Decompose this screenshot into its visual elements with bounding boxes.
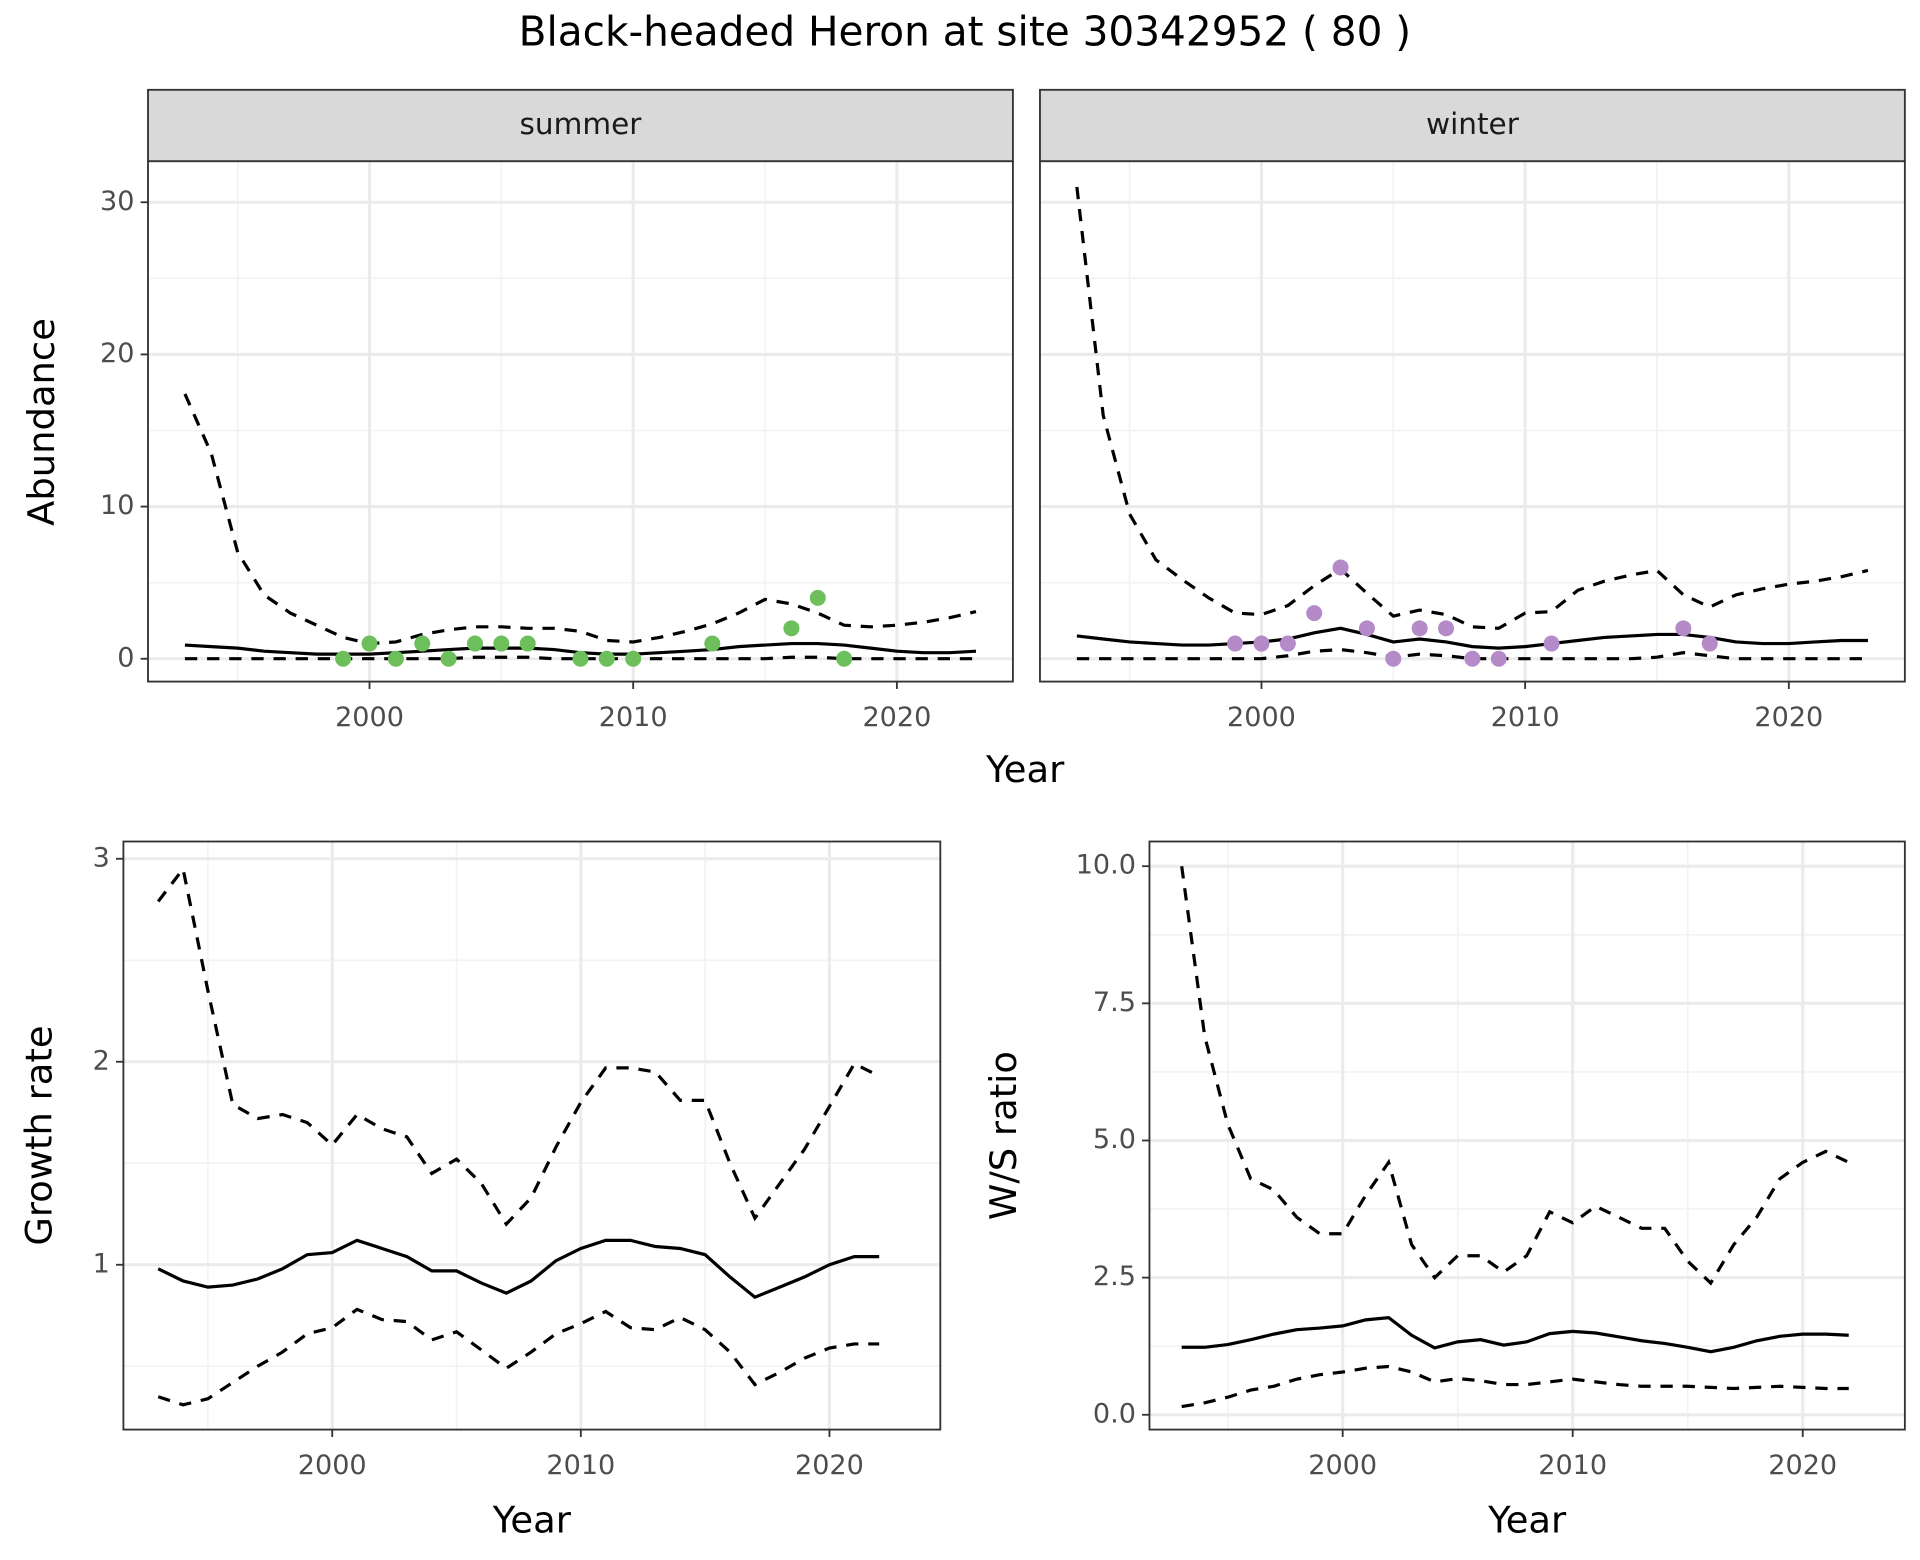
observation-point xyxy=(625,650,642,667)
x-tick-label: 2010 xyxy=(1538,1450,1607,1481)
x-tick-label: 2000 xyxy=(1308,1450,1377,1481)
observation-point xyxy=(440,650,457,667)
panel-background xyxy=(1149,841,1905,1430)
x-axis-title: Year xyxy=(1487,1498,1567,1541)
y-tick-label: 2 xyxy=(93,1045,110,1076)
panel-background xyxy=(123,841,941,1430)
x-tick-label: 2000 xyxy=(298,1450,367,1481)
observation-point xyxy=(1438,620,1455,637)
observation-point xyxy=(809,589,826,606)
series-line xyxy=(1181,1315,1849,1354)
y-tick-label: 0 xyxy=(117,642,134,673)
y-tick-label: 7.5 xyxy=(1093,987,1136,1018)
observation-point xyxy=(493,635,510,652)
panel-border xyxy=(122,840,942,1431)
x-tick-label: 2020 xyxy=(1768,1450,1837,1481)
observation-point xyxy=(414,635,431,652)
facet-label: summer xyxy=(520,107,643,141)
y-tick-label: 5.0 xyxy=(1093,1124,1136,1155)
observation-point xyxy=(1358,620,1375,637)
y-tick-label: 30 xyxy=(100,186,134,217)
observation-point xyxy=(361,635,378,652)
y-tick-label: 0.0 xyxy=(1093,1398,1136,1429)
series-line xyxy=(1180,866,1850,1286)
panel-background xyxy=(1039,161,1905,682)
series-line xyxy=(157,1238,880,1300)
observation-point xyxy=(598,650,615,667)
x-axis-title: Year xyxy=(492,1498,572,1541)
observation-point xyxy=(783,620,800,637)
observation-point xyxy=(519,635,536,652)
x-tick-label: 2020 xyxy=(1754,702,1823,733)
panel-background xyxy=(148,161,1013,682)
observation-point xyxy=(1279,635,1296,652)
facet-label: winter xyxy=(1426,107,1520,141)
observation-point xyxy=(1227,635,1244,652)
observation-point xyxy=(704,635,721,652)
observation-point xyxy=(1253,635,1270,652)
observation-point xyxy=(1464,650,1481,667)
y-tick-label: 10.0 xyxy=(1076,850,1136,881)
y-axis-title: W/S ratio xyxy=(982,1051,1025,1220)
observation-point xyxy=(1385,650,1402,667)
observation-point xyxy=(1306,605,1323,622)
series-line xyxy=(1181,1364,1849,1409)
y-tick-label: 3 xyxy=(93,842,110,873)
observation-point xyxy=(387,650,404,667)
y-tick-label: 2.5 xyxy=(1093,1261,1136,1292)
series-line xyxy=(1076,626,1868,650)
observation-point xyxy=(1675,620,1692,637)
series-line xyxy=(183,393,977,646)
x-tick-label: 2010 xyxy=(1491,702,1560,733)
observation-point xyxy=(1332,559,1349,576)
y-axis-title: Abundance xyxy=(20,318,63,526)
y-tick-label: 10 xyxy=(100,490,134,521)
facet-strip xyxy=(1039,88,1906,163)
series-line xyxy=(157,1307,880,1407)
observation-point xyxy=(1411,620,1428,637)
x-tick-label: 2020 xyxy=(862,702,931,733)
observation-point xyxy=(1490,650,1507,667)
y-axis-title: Growth rate xyxy=(17,1025,60,1245)
series-line xyxy=(1075,186,1869,630)
observation-point xyxy=(466,635,483,652)
observation-point xyxy=(1543,635,1560,652)
facet-strip xyxy=(147,88,1014,163)
x-tick-label: 2010 xyxy=(599,702,668,733)
x-axis-title: Year xyxy=(985,748,1065,791)
x-tick-label: 2000 xyxy=(335,702,404,733)
y-tick-label: 1 xyxy=(93,1248,110,1279)
x-tick-label: 2010 xyxy=(546,1450,615,1481)
observation-point xyxy=(572,650,589,667)
panel-border xyxy=(1148,840,1906,1431)
observation-point xyxy=(335,650,352,667)
observation-point xyxy=(836,650,853,667)
x-tick-label: 2000 xyxy=(1227,702,1296,733)
observation-point xyxy=(1701,635,1718,652)
figure-title: Black-headed Heron at site 30342952 ( 80… xyxy=(519,7,1411,55)
y-tick-label: 20 xyxy=(100,338,134,369)
x-tick-label: 2020 xyxy=(795,1450,864,1481)
